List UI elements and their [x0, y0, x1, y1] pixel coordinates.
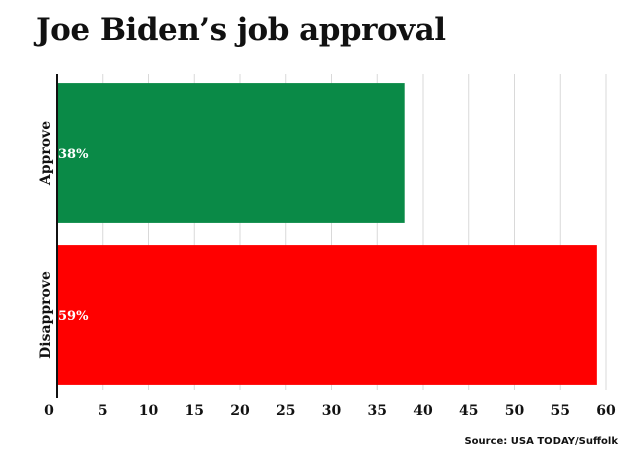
category-labels: Approve Disapprove [38, 121, 54, 359]
data-label-approve: 38% [58, 147, 89, 162]
x-tick-label-10: 10 [139, 403, 159, 419]
data-label-disapprove: 59% [58, 309, 89, 324]
chart-title: Joe Biden’s job approval [36, 12, 446, 48]
x-tick-label-0: 0 [44, 403, 54, 419]
category-label-approve: Approve [38, 121, 54, 186]
source-note: Source: USA TODAY/Suffolk [464, 436, 618, 447]
x-tick-label-35: 35 [368, 403, 387, 419]
x-tick-label-5: 5 [98, 403, 108, 419]
category-label-disapprove: Disapprove [38, 271, 54, 359]
bar-approve [57, 83, 405, 223]
x-tick-label-60: 60 [596, 403, 616, 419]
x-tick-label-25: 25 [276, 403, 295, 419]
x-tick-label-55: 55 [551, 403, 570, 419]
bars [57, 83, 597, 385]
data-labels: 38% 59% [58, 147, 89, 324]
x-tick-label-30: 30 [322, 403, 342, 419]
x-tick-label-15: 15 [185, 403, 204, 419]
x-tick-label-45: 45 [459, 403, 478, 419]
bar-disapprove [57, 245, 597, 385]
x-tick-label-50: 50 [505, 403, 525, 419]
x-tick-label-20: 20 [230, 403, 250, 419]
x-axis: 0 5 10 15 20 25 30 35 40 45 50 55 60 [44, 74, 616, 419]
x-tick-label-40: 40 [413, 403, 433, 419]
